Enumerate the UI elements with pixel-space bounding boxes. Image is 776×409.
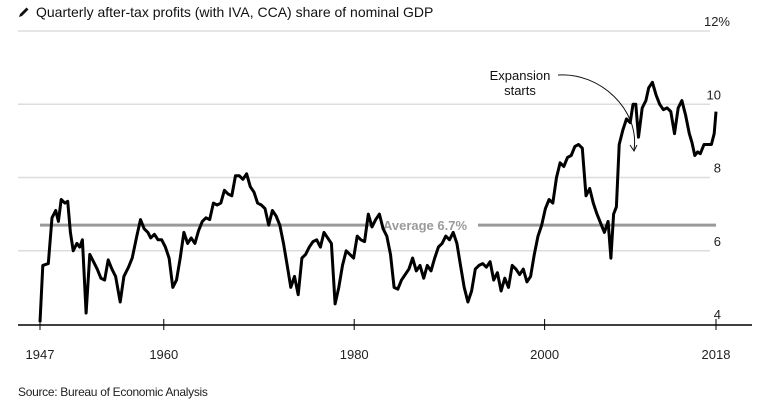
annotation-text: Expansion: [490, 68, 551, 83]
series-group: [38, 80, 718, 323]
average-line-group: Average 6.7%: [40, 218, 716, 233]
annotation-arrowhead: [629, 144, 638, 152]
annotation-text: starts: [504, 83, 536, 98]
x-tick-label: 2018: [702, 347, 731, 362]
x-tick-label: 1980: [340, 347, 369, 362]
x-tick-label: 2000: [530, 347, 559, 362]
y-tick-label: 12%: [704, 14, 730, 29]
annotation-arrow: [557, 74, 636, 151]
series-line: [38, 80, 718, 323]
x-tick-label: 1947: [26, 347, 55, 362]
average-label: Average 6.7%: [383, 218, 468, 233]
x-tick-label: 1960: [149, 347, 178, 362]
y-tick-label: 6: [714, 234, 721, 249]
gridlines: [18, 30, 710, 252]
y-tick-label: 10: [707, 87, 721, 102]
pencil-icon: [19, 7, 29, 17]
y-tick-label: 4: [714, 307, 721, 322]
axes: 4 6 8 10 12% 1947 1960 1980 2000 2018: [18, 14, 752, 362]
y-tick-label: 8: [714, 161, 721, 176]
chart-title: Quarterly after-tax profits (with IVA, C…: [36, 4, 434, 20]
source-note: Source: Bureau of Economic Analysis: [18, 385, 208, 399]
chart-title-row: Quarterly after-tax profits (with IVA, C…: [18, 4, 433, 20]
